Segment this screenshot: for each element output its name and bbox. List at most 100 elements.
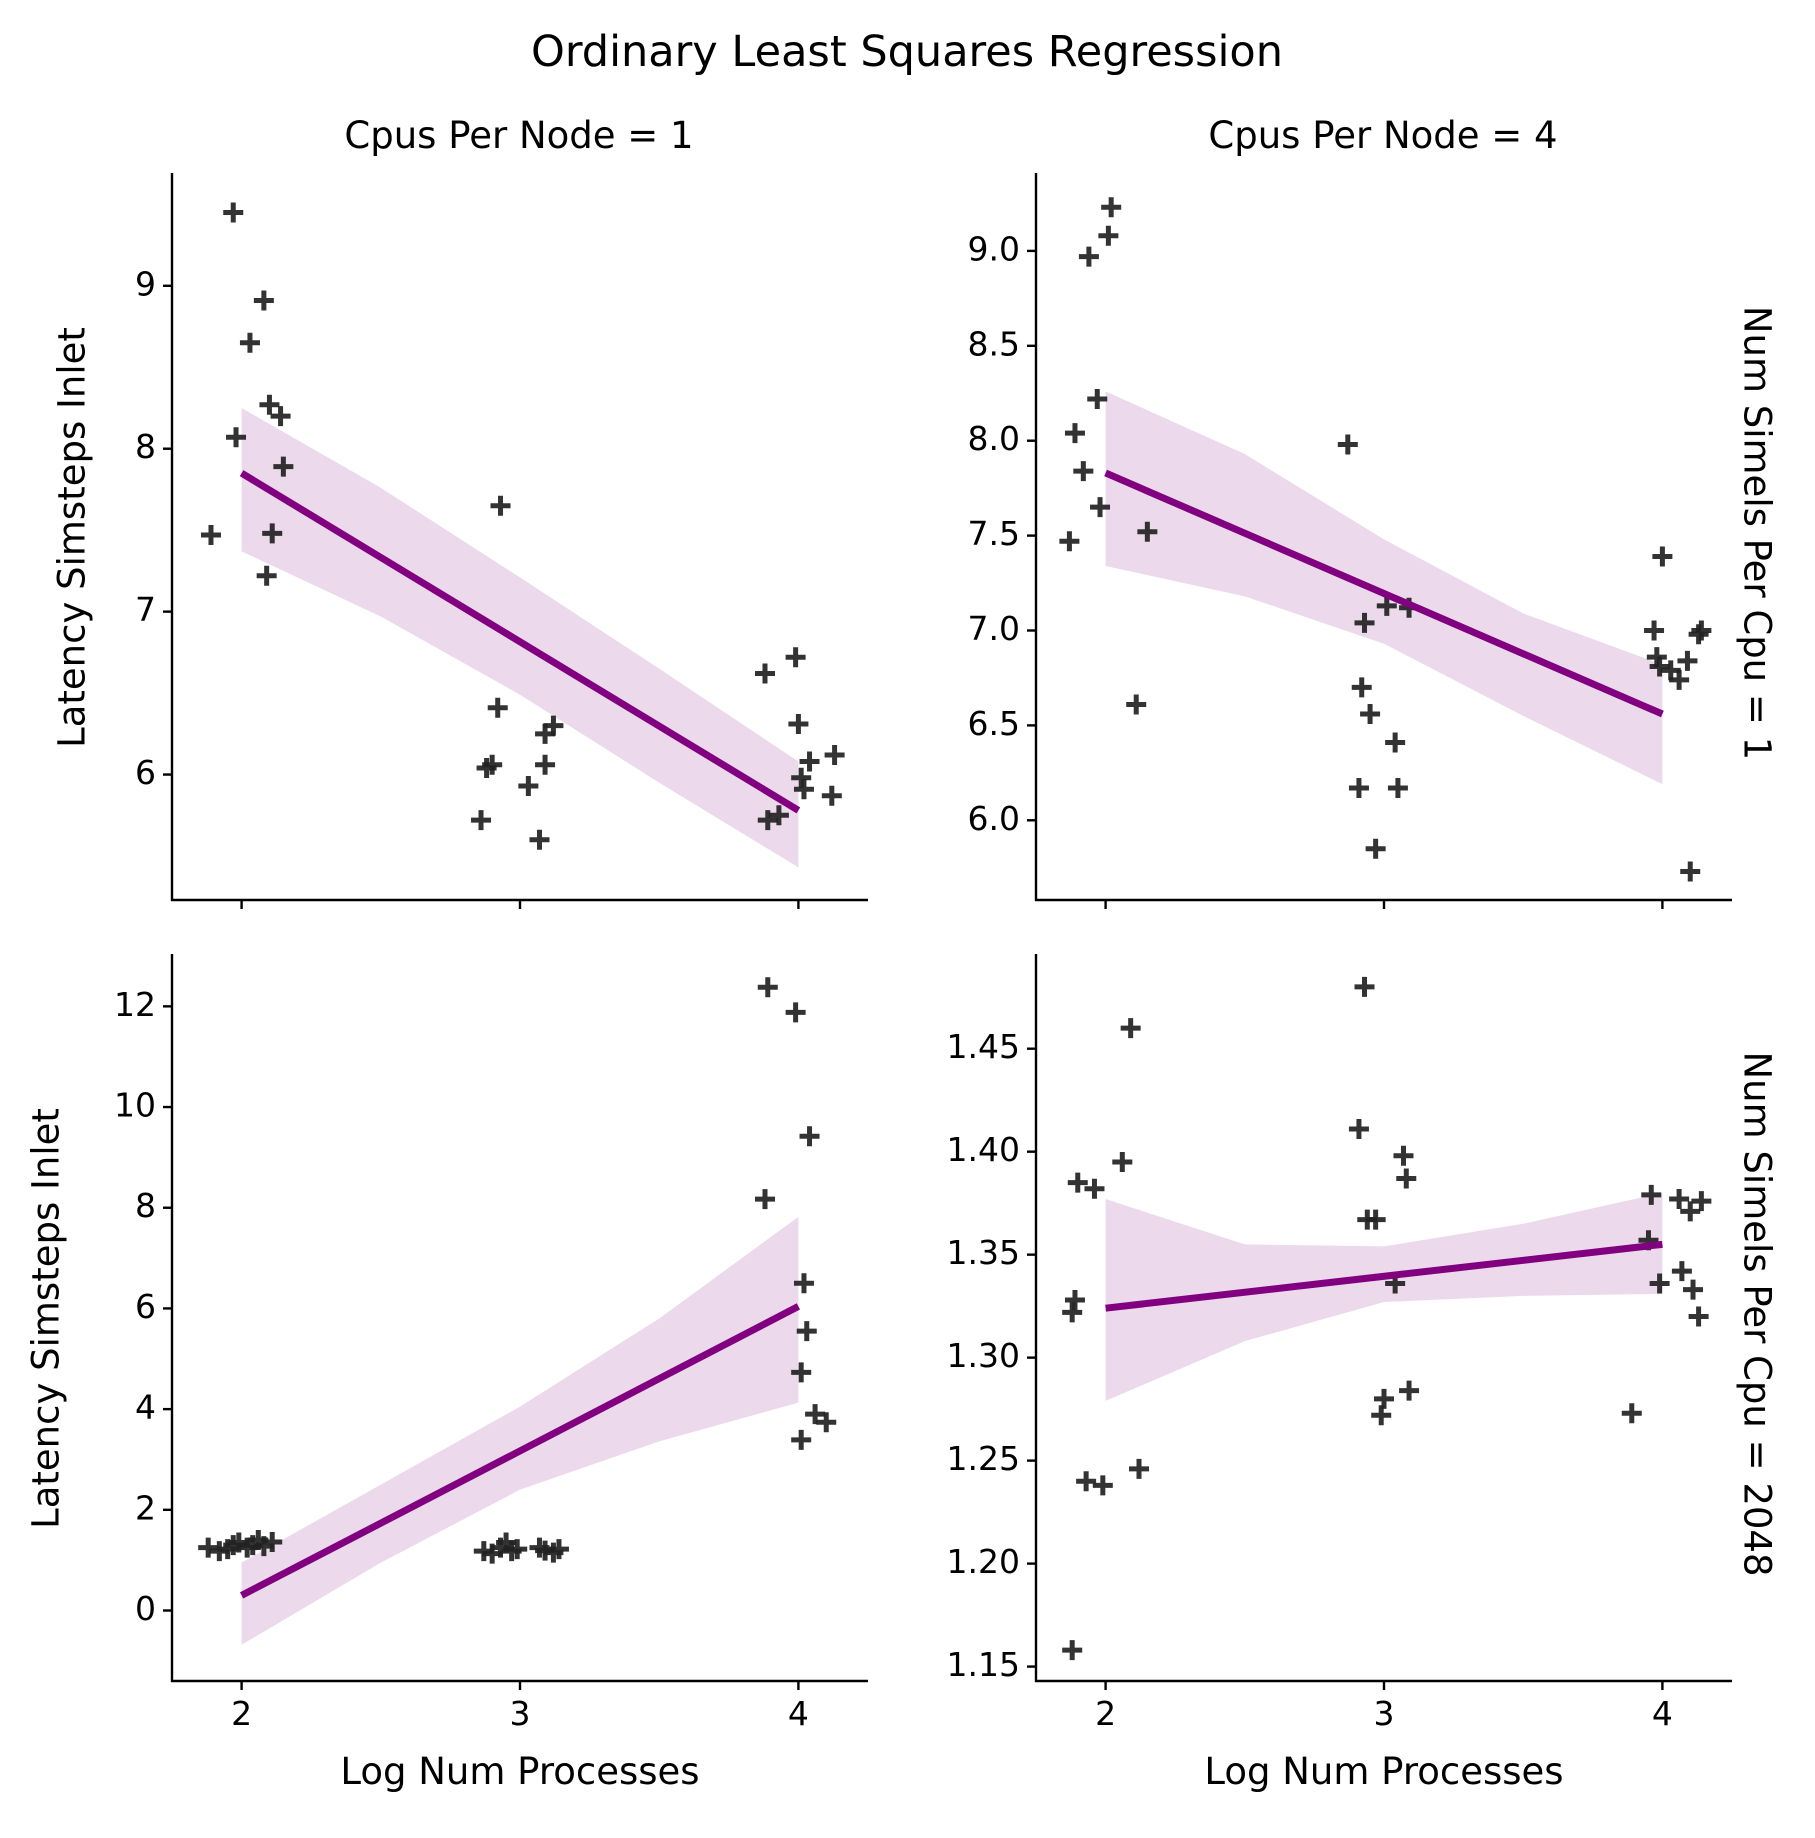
data-point: [754, 663, 775, 684]
data-point: [1360, 704, 1381, 725]
data-point: [471, 810, 492, 831]
data-point: [226, 427, 247, 448]
data-point: [1137, 521, 1158, 542]
data-point: [1385, 732, 1406, 753]
data-point: [1101, 197, 1122, 218]
panel-cpus-4-simels-2048: 2 3 4 1.15 1.20 1.25 1.30 1.35 1.40 1.45 Log Num P…: [947, 954, 1732, 1793]
data-point: [1064, 1289, 1085, 1310]
ci-band: [1105, 391, 1663, 785]
data-point: [1399, 1380, 1420, 1401]
data-point: [791, 1362, 812, 1383]
y-tick-label: 9: [135, 264, 156, 303]
data-point: [1354, 976, 1375, 997]
ci-band: [241, 1216, 799, 1645]
data-point: [1120, 1018, 1141, 1039]
data-point: [1126, 694, 1147, 715]
data-point: [1062, 1640, 1083, 1661]
x-tick-label: 3: [1374, 1694, 1395, 1733]
x-tick-label: 4: [788, 1694, 809, 1733]
y-tick-label: 1.30: [947, 1336, 1020, 1375]
data-point: [1644, 620, 1665, 641]
data-point: [1365, 1209, 1386, 1230]
y-tick-label: 12: [114, 985, 156, 1024]
data-point: [262, 1532, 283, 1553]
y-tick-label: 1.25: [947, 1439, 1020, 1478]
fit-line: [1105, 1240, 1663, 1312]
col-title-cpus-1: Cpus Per Node = 1: [344, 114, 693, 157]
y-tick-label: 7.5: [968, 514, 1020, 553]
data-point: [200, 525, 221, 546]
col-title-cpus-4: Cpus Per Node = 4: [1208, 114, 1557, 157]
data-point: [1076, 1471, 1097, 1492]
data-point: [262, 523, 283, 544]
data-point: [1354, 612, 1375, 633]
y-tick-label: 1.35: [947, 1233, 1020, 1272]
data-point: [1680, 861, 1701, 882]
data-point: [1396, 1168, 1417, 1189]
data-point: [223, 202, 244, 223]
data-point: [1090, 497, 1111, 518]
data-point: [253, 290, 274, 311]
panel-cpus-1-simels-1: 6 7 8 9 Latency Simsteps Inlet: [51, 173, 868, 909]
x-tick-label: 3: [510, 1694, 531, 1733]
data-point: [518, 775, 539, 796]
data-point: [757, 977, 778, 998]
data-point: [273, 456, 294, 477]
row-title-simels-1: Num Simels Per Cpu = 1: [1736, 306, 1779, 760]
y-tick-label: 8.0: [968, 419, 1020, 458]
data-point: [1680, 1201, 1701, 1222]
data-point: [490, 495, 511, 516]
data-point: [482, 754, 503, 775]
y-tick-label: 1.20: [947, 1542, 1020, 1581]
y-tick-label: 1.15: [947, 1645, 1020, 1684]
data-point: [824, 745, 845, 765]
figure-title: Ordinary Least Squares Regression: [531, 27, 1283, 77]
y-tick-label: 7.0: [968, 609, 1020, 648]
data-point: [1087, 388, 1108, 409]
y-tick-label: 6.5: [968, 704, 1020, 743]
ci-band: [1105, 1192, 1663, 1401]
data-point: [529, 829, 550, 850]
y-tick-label: 8: [135, 1186, 156, 1225]
y-tick-label: 8.5: [968, 324, 1020, 363]
data-point: [259, 394, 280, 415]
data-point: [1677, 650, 1698, 671]
data-point: [1067, 1172, 1088, 1193]
data-point: [1348, 778, 1369, 799]
data-point: [1683, 1279, 1704, 1300]
x-tick-label: 2: [1095, 1694, 1116, 1733]
data-point: [1084, 1178, 1105, 1199]
data-point: [1098, 225, 1119, 246]
x-tick-label: 4: [1652, 1694, 1673, 1733]
data-point: [1376, 595, 1397, 616]
data-point: [1371, 1405, 1392, 1426]
data-point: [1078, 246, 1099, 267]
y-axis-label: Latency Simsteps Inlet: [25, 1108, 68, 1529]
x-axis-label: Log Num Processes: [1204, 1750, 1563, 1793]
data-point: [256, 565, 277, 586]
data-point: [1649, 1273, 1670, 1294]
data-point: [1669, 1189, 1690, 1210]
data-point: [1064, 423, 1085, 444]
y-tick-label: 2: [135, 1488, 156, 1527]
data-point: [1671, 1261, 1692, 1282]
data-point: [1688, 624, 1709, 645]
data-point: [785, 1002, 806, 1023]
data-point: [791, 767, 812, 788]
data-point: [198, 1537, 219, 1558]
y-tick-label: 10: [114, 1086, 156, 1125]
data-point: [1365, 838, 1386, 859]
data-point: [1652, 546, 1673, 567]
y-tick-label: 7: [135, 590, 156, 629]
data-point: [1621, 1403, 1642, 1424]
x-tick-label: 2: [231, 1694, 252, 1733]
y-tick-label: 6.0: [968, 799, 1020, 838]
data-point: [1348, 1119, 1369, 1140]
data-point: [1691, 1191, 1712, 1212]
data-point: [788, 714, 809, 735]
data-point: [796, 1321, 817, 1342]
data-point: [799, 1126, 820, 1147]
data-point: [1646, 647, 1667, 668]
data-point: [821, 785, 842, 806]
